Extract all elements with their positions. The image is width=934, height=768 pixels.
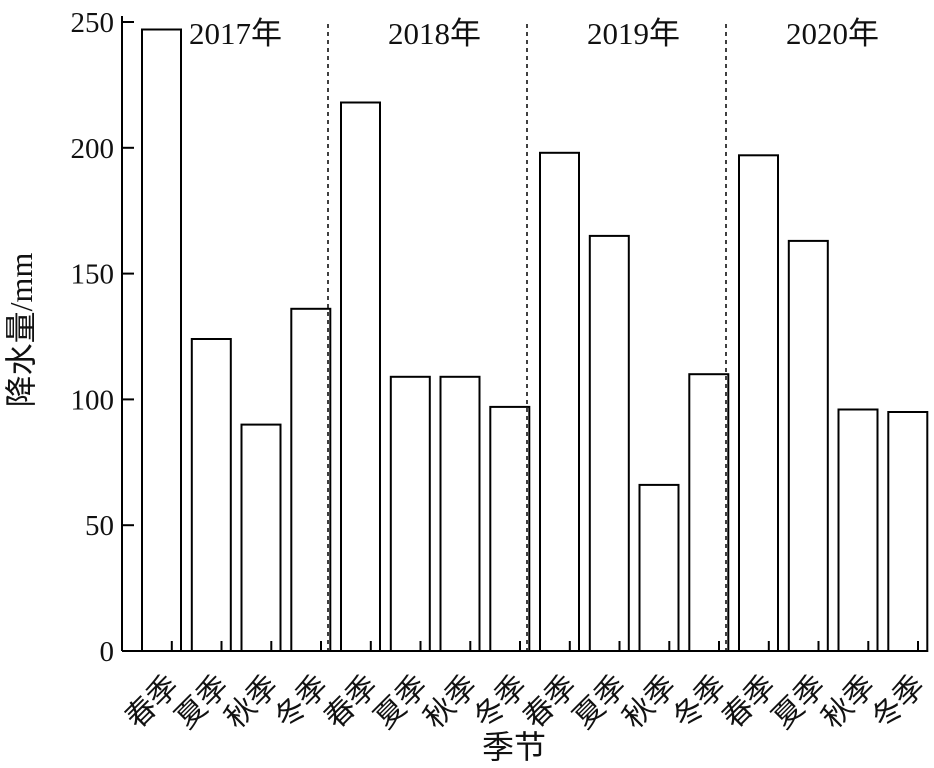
- y-tick-label: 50: [85, 510, 114, 542]
- category-label: 冬季: [269, 669, 335, 735]
- category-label: 秋季: [418, 669, 484, 735]
- category-label: 春季: [716, 669, 782, 735]
- y-tick-label: 150: [71, 259, 115, 291]
- category-label: 冬季: [866, 669, 932, 735]
- category-label: 夏季: [766, 669, 832, 735]
- y-axis-title: 降水量/mm: [3, 253, 39, 408]
- category-label: 春季: [517, 669, 583, 735]
- bar-5: [340, 101, 381, 652]
- bar-11: [638, 483, 680, 652]
- y-tick-label: 200: [71, 133, 115, 165]
- bar-10: [588, 234, 630, 652]
- bar-2: [190, 338, 232, 652]
- bar-9: [539, 151, 580, 653]
- axes: [121, 16, 919, 652]
- year-label: 2020年: [786, 16, 879, 51]
- category-label: 夏季: [368, 669, 434, 735]
- y-tick-label: 250: [71, 7, 115, 39]
- bar-14: [787, 239, 829, 652]
- y-tick-label: 0: [100, 636, 115, 668]
- category-label: 夏季: [567, 669, 633, 735]
- category-label: 秋季: [816, 669, 882, 735]
- bar-6: [389, 375, 431, 652]
- bar-8: [489, 405, 531, 652]
- x-axis-title: 季节: [482, 729, 546, 765]
- category-label: 夏季: [169, 669, 235, 735]
- bar-3: [240, 423, 282, 652]
- bar-15: [837, 408, 879, 652]
- category-label: 冬季: [468, 669, 534, 735]
- bar-12: [688, 373, 730, 652]
- year-label: 2017年: [189, 16, 282, 51]
- bar-16: [887, 411, 929, 652]
- category-label: 春季: [119, 669, 185, 735]
- year-separators: [327, 24, 727, 651]
- bar-13: [738, 154, 779, 653]
- category-label: 冬季: [667, 669, 733, 735]
- category-label: 春季: [318, 669, 384, 735]
- bar-4: [290, 307, 332, 652]
- bar-7: [439, 375, 481, 652]
- year-label: 2019年: [587, 16, 680, 51]
- y-tick-label: 100: [71, 384, 115, 416]
- bars-layer: [141, 28, 929, 653]
- category-label: 秋季: [617, 669, 683, 735]
- category-label: 秋季: [219, 669, 285, 735]
- bar-1: [141, 28, 182, 652]
- year-label: 2018年: [388, 16, 481, 51]
